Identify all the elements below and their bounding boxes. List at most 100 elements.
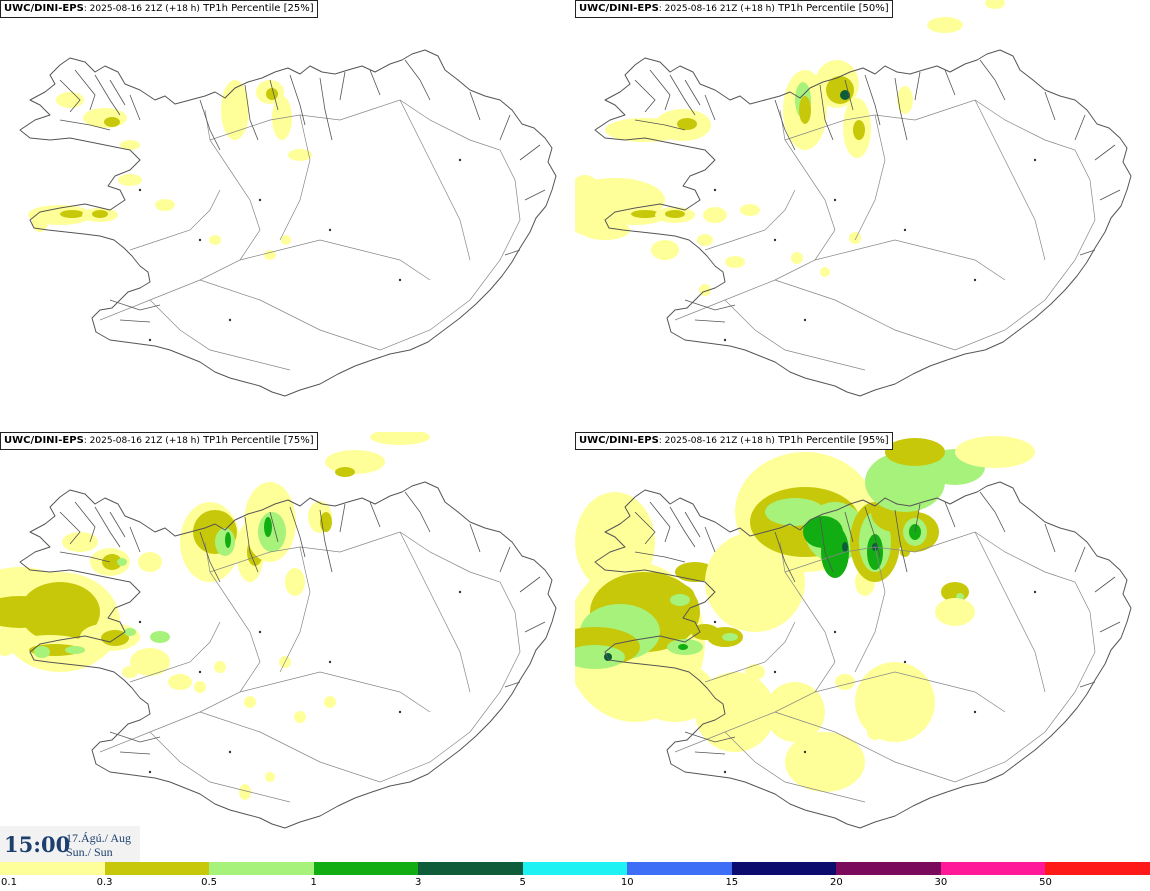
fjord-line: [704, 94, 716, 121]
station-dot: [803, 750, 807, 754]
fjord-line: [244, 84, 259, 141]
fjord-line: [404, 59, 431, 101]
precip-area: [799, 96, 811, 124]
fjord-line: [634, 119, 686, 131]
precip-area: [264, 517, 272, 537]
station-dot: [258, 630, 262, 634]
station-dot: [833, 198, 837, 202]
station-dot: [328, 660, 332, 664]
precip-area: [215, 528, 235, 556]
valid-date-line1: 17.Ágú./ Aug: [66, 831, 132, 845]
precip-area: [335, 467, 355, 477]
fjord-line: [634, 511, 656, 545]
precip-area: [677, 118, 697, 130]
fjord-line: [649, 501, 671, 543]
run-info: : 2025-08-16 21Z (+18 h): [658, 4, 775, 14]
road-line: [149, 731, 291, 803]
road-line: [199, 99, 521, 351]
valid-date-line2: Sun./ Sun: [66, 845, 113, 859]
precip-area: [675, 562, 715, 582]
fjord-line: [59, 511, 81, 545]
precip-area: [0, 596, 60, 628]
panel-title: UWC/DINI-EPS: 2025-08-16 21Z (+18 h) TP1…: [575, 0, 893, 18]
fjord-line: [244, 516, 259, 573]
model-name: UWC/DINI-EPS: [579, 3, 659, 14]
fjord-line: [1044, 91, 1056, 121]
precip-area: [214, 661, 226, 673]
road-line: [279, 546, 311, 673]
field-name: TP1h Percentile [50%]: [778, 3, 889, 14]
precip-area: [122, 666, 138, 678]
legend-label: 20: [829, 877, 843, 888]
fjord-line: [704, 526, 716, 553]
precip-area: [575, 492, 655, 592]
run-info: : 2025-08-16 21Z (+18 h): [658, 436, 775, 446]
legend-swatch: [104, 862, 210, 875]
fjord-line: [914, 71, 921, 101]
fjord-lines: [59, 59, 546, 323]
fjord-line: [469, 523, 481, 553]
valid-time-box: 15:00 17.Ágú./ Aug Sun./ Sun: [0, 826, 140, 862]
legend-label: 3: [414, 877, 422, 888]
station-dot: [458, 158, 462, 162]
precip-area: [665, 210, 685, 218]
panel-title: UWC/DINI-EPS: 2025-08-16 21Z (+18 h) TP1…: [0, 0, 318, 18]
precip-area: [575, 175, 605, 235]
fjord-line: [109, 511, 126, 538]
fjord-line: [649, 69, 671, 111]
station-dot: [1033, 590, 1037, 594]
legend-swatch: [627, 862, 733, 875]
legend-swatch: [313, 862, 419, 875]
precip-area: [842, 542, 848, 552]
road-line: [239, 671, 431, 713]
station-dot: [833, 630, 837, 634]
coastline: [594, 49, 1132, 397]
road-line: [399, 531, 471, 693]
fjord-line: [129, 526, 141, 553]
precip-area: [867, 534, 883, 570]
fjord-line: [844, 79, 854, 111]
fjord-line: [684, 511, 701, 538]
precip-area: [225, 532, 231, 548]
legend-label: 50: [1039, 877, 1052, 888]
legend-swatch: [1045, 862, 1150, 875]
station-dot: [228, 750, 232, 754]
precip-area: [697, 234, 713, 246]
precip-area: [370, 432, 430, 445]
station-dot: [258, 198, 262, 202]
iceland-precip-map: [0, 432, 557, 829]
precip-area: [639, 572, 671, 592]
legend-label: 0.5: [201, 877, 218, 888]
model-name: UWC/DINI-EPS: [4, 435, 84, 446]
precip-area: [294, 711, 306, 723]
road-line: [279, 114, 311, 241]
station-dot: [973, 710, 977, 714]
precip-area: [900, 547, 910, 557]
fjord-line: [819, 516, 834, 573]
precip-area: [130, 648, 170, 676]
fjord-line: [269, 79, 279, 111]
station-dot: [148, 338, 152, 342]
coastline: [594, 481, 1132, 829]
legend-swatch: [940, 862, 1046, 875]
fjord-line: [109, 731, 161, 743]
fjord-line: [864, 506, 881, 558]
fjord-line: [844, 511, 854, 543]
fjord-line: [774, 99, 796, 151]
legend-label: 0.1: [1, 877, 17, 888]
precip-area: [150, 631, 170, 643]
station-dot: [328, 228, 332, 232]
precip-area: [821, 526, 849, 578]
station-dot: [773, 670, 777, 674]
fjord-line: [339, 71, 346, 101]
iceland-precip-map: [575, 436, 1132, 829]
fjord-line: [669, 74, 696, 116]
fjord-line: [369, 69, 381, 96]
station-dot: [138, 620, 142, 624]
precip-area: [631, 210, 659, 218]
precip-area: [124, 628, 136, 636]
precip-area: [791, 252, 803, 264]
fjord-lines: [634, 491, 1121, 755]
road-line: [674, 109, 836, 321]
fjord-line: [94, 506, 121, 548]
